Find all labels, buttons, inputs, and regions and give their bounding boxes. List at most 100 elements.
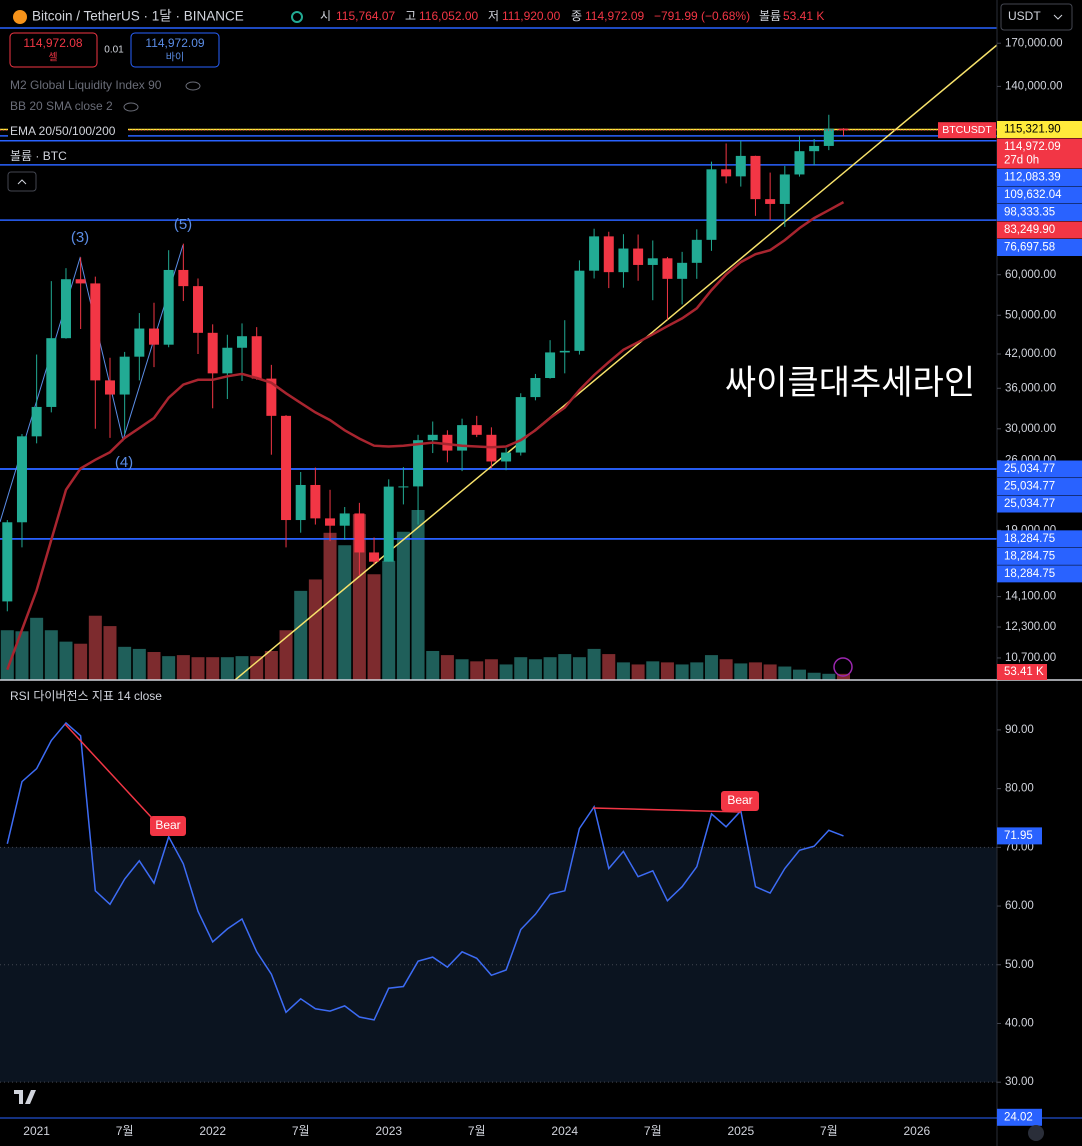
price-tag [997,547,1082,565]
bear-tag [721,791,759,811]
change-value: −791.99 (−0.68%) [654,9,750,23]
volume-bar [484,659,498,680]
candle-body [251,336,262,379]
candle-body [339,513,350,526]
alert-icon[interactable] [833,657,853,677]
candle-body [530,378,541,398]
eye-icon[interactable] [185,81,201,91]
candle-body [369,552,380,562]
candle-body [46,338,57,407]
volume-tag [997,664,1047,680]
volume-bar [191,657,205,680]
currency-label[interactable]: USDT [1008,9,1041,23]
volume-bar [74,643,88,680]
buy-label[interactable]: 바이 [166,52,184,64]
price-tag-label: 25,034.77 [1004,481,1055,493]
y-tick-label: 50.00 [1005,959,1034,971]
ohlc-value: 111,920.00 [502,9,561,23]
volume-bar [822,673,836,680]
candle-body [325,518,336,526]
candle-body [677,262,688,279]
volume-bar [338,545,352,680]
volume-bar [323,532,337,680]
sell-price[interactable]: 114,972.08 [23,36,82,50]
trend-line [234,44,997,680]
candle-body [310,484,321,519]
price-tag-label: 109,632.04 [1004,189,1062,201]
candle-body [823,128,834,146]
eye-icon[interactable] [123,102,139,112]
volume-bar [103,626,117,680]
price-tag-label: 112,083.39 [1004,172,1061,184]
rsi-band [0,847,997,1083]
volume-bar [440,655,454,680]
volume-bar [279,630,293,680]
candle-body [691,239,702,263]
price-tag [997,238,1082,256]
wave-label: (3) [71,229,89,246]
indicator-legend[interactable]: EMA 20/50/100/200 [10,124,116,138]
ohlc-label: 볼륨 [759,9,781,23]
volume-bar [470,661,484,680]
buy-button[interactable] [130,32,220,68]
candle-body [163,269,174,345]
price-tag [997,186,1082,204]
candle-body [794,151,805,175]
x-tick-label: 2023 [375,1124,402,1138]
y-tick-label: 50,000.00 [1005,309,1056,321]
y-tick-label: 60,000.00 [1005,269,1056,281]
price-tag-label: 98,333.35 [1004,207,1055,219]
price-tag-label: 18,284.75 [1004,533,1055,545]
volume-bar [367,574,381,680]
candle-body [779,174,790,204]
volume-bar [455,659,469,680]
price-tag [997,530,1082,548]
y-tick-label: 80.00 [1005,783,1034,795]
collapse-button[interactable] [7,171,37,192]
legend-bg [8,125,128,139]
spread: 0.01 [104,45,124,56]
ohlc-label: 종 [571,9,582,23]
divergence-line [64,723,153,819]
y-tick-label: 60.00 [1005,900,1034,912]
y-tick-label: 170,000.00 [1005,37,1063,49]
y-tick-label: 10,700.00 [1005,652,1056,664]
candle-body [647,258,658,265]
volume-bar [250,656,264,680]
indicator-legend[interactable]: BB 20 SMA close 2 [10,99,113,113]
x-tick-label: 2026 [903,1124,930,1138]
buy-price[interactable]: 114,972.09 [145,36,204,50]
y-tick-label: 36,000.00 [1005,382,1056,394]
status-dot [291,11,303,23]
y-tick-label: 30,000.00 [1005,423,1056,435]
candle-body [398,486,409,488]
volume-bar [616,662,630,680]
candle-body [16,436,27,523]
auto-scale-button[interactable] [1028,1125,1044,1141]
x-tick-label: 2021 [23,1124,50,1138]
candle-body [457,425,468,451]
volume-bar [587,648,601,680]
sell-button[interactable] [9,32,98,68]
volume-bar [147,652,161,680]
candle-body [559,350,570,353]
currency-select[interactable] [1000,3,1073,31]
coin-icon [13,10,27,24]
candle-body [354,513,365,553]
volume-bar [132,648,146,680]
volume-bar [59,641,73,680]
indicator-legend[interactable]: 볼륨 · BTC [10,149,67,163]
sell-label[interactable]: 셀 [48,52,57,64]
volume-tag-label: 53.41 K [1004,666,1044,678]
volume-bar [264,650,278,680]
candle-body [75,279,86,284]
candle-body [266,378,277,416]
volume-bar [15,631,29,680]
candle-body [838,128,849,131]
candle-body [60,279,71,339]
indicator-legend[interactable]: M2 Global Liquidity Index 90 [10,78,162,92]
candle-body [178,269,189,287]
ohlc-label: 저 [488,9,499,23]
volume-bar [719,659,733,680]
volume-bar [206,657,220,680]
